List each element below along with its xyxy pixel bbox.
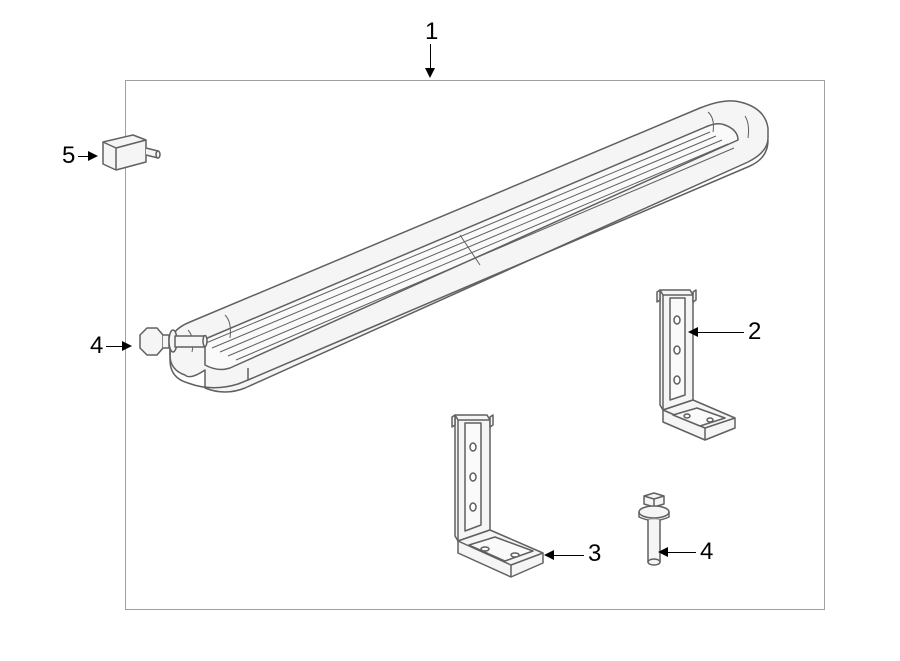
- callout-label-1: 1: [425, 18, 438, 46]
- callout-label-2: 2: [748, 318, 761, 346]
- arrow-icon: [122, 341, 132, 351]
- bolt-part-left: [135, 320, 215, 370]
- retainer-block: [98, 130, 168, 180]
- callout-label-3: 3: [588, 540, 601, 568]
- bolt-part-right: [630, 490, 680, 575]
- callout-label-5: 5: [62, 142, 75, 170]
- arrow-icon: [425, 68, 435, 78]
- arrow-icon: [544, 550, 554, 560]
- leader-line: [554, 555, 584, 556]
- arrow-icon: [688, 327, 698, 337]
- mount-bracket-front: [415, 405, 555, 595]
- arrow-icon: [88, 151, 98, 161]
- mount-bracket-rear: [615, 280, 745, 460]
- callout-label-4a: 4: [90, 332, 103, 360]
- leader-line: [430, 44, 431, 70]
- leader-line: [698, 332, 744, 333]
- leader-line: [668, 552, 696, 553]
- arrow-icon: [658, 547, 668, 557]
- callout-label-4b: 4: [700, 538, 713, 566]
